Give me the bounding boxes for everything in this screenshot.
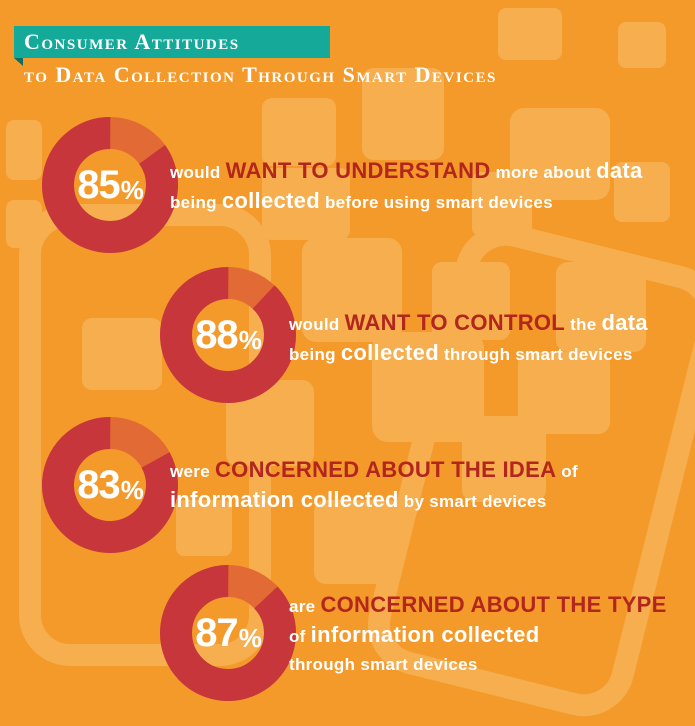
basketball-icon	[6, 120, 42, 180]
stat-text-segment: before using smart devices	[319, 193, 553, 212]
percentage-value: 88	[195, 312, 238, 357]
stat-text-segment: were	[170, 462, 215, 481]
envelope-icon	[518, 352, 610, 434]
donut-chart-idea: 83%	[40, 415, 180, 555]
stat-emphasis: CONCERNED ABOUT THE IDEA	[214, 457, 557, 482]
stat-line: are CONCERNED ABOUT THE TYPE	[289, 590, 667, 620]
camera-icon	[82, 318, 162, 390]
credit-card-icon	[498, 8, 562, 60]
stat-text-segment: through smart devices	[289, 655, 478, 674]
donut-svg	[160, 565, 296, 701]
stat-text-segment: being	[289, 345, 341, 364]
stat-text-segment: through smart devices	[438, 345, 633, 364]
stat-text-segment: being	[170, 193, 222, 212]
stat-line: of information collected	[289, 620, 667, 650]
photos-icon	[462, 416, 546, 502]
stat-text-segment: data	[596, 158, 643, 183]
stat-text-idea: were CONCERNED ABOUT THE IDEA of informat…	[170, 455, 578, 515]
stat-text-segment: are	[289, 597, 321, 616]
percentage-value: 83	[77, 462, 120, 507]
stat-text-segment: information collected	[170, 487, 399, 512]
stat-text-segment: collected	[221, 188, 320, 213]
stat-text-segment: collected	[340, 340, 439, 365]
donut-svg	[42, 117, 178, 253]
stat-emphasis: WANT TO CONTROL	[344, 310, 566, 335]
donut-chart-control: 88%	[158, 265, 298, 405]
basket-icon	[618, 22, 666, 68]
page-subtitle: to Data Collection Through Smart Devices	[24, 62, 497, 87]
stat-text-segment: would	[289, 315, 345, 334]
stat-text-understand: would WANT TO UNDERSTAND more about data…	[170, 156, 643, 216]
stat-text-segment: data	[601, 310, 648, 335]
percentage-label: 85%	[40, 115, 180, 255]
lock-icon	[262, 98, 336, 166]
percentage-label: 88%	[158, 265, 298, 405]
stat-text-segment: would	[170, 163, 226, 182]
percent-sign: %	[120, 474, 144, 505]
stat-text-segment: of	[289, 627, 311, 646]
stat-line: being collected through smart devices	[289, 338, 648, 368]
phone-outline-right	[367, 223, 695, 717]
donut-chart-type: 87%	[158, 563, 298, 703]
utensils-icon	[614, 162, 670, 222]
user-icon	[362, 68, 444, 160]
stat-line: information collected by smart devices	[170, 485, 578, 515]
percent-sign: %	[120, 174, 144, 205]
stat-text-type: are CONCERNED ABOUT THE TYPE of informati…	[289, 590, 667, 680]
stat-emphasis: WANT TO UNDERSTAND	[225, 158, 491, 183]
donut-svg	[160, 267, 296, 403]
stat-text-segment: the	[565, 315, 602, 334]
stat-text-segment: by smart devices	[398, 492, 547, 511]
cloud-upload-icon	[302, 238, 402, 342]
donut-chart-understand: 85%	[40, 115, 180, 255]
stat-text-control: would WANT TO CONTROL the data being coll…	[289, 308, 648, 368]
stat-line: would WANT TO UNDERSTAND more about data	[170, 156, 643, 186]
airplane-icon	[432, 262, 510, 340]
percent-sign: %	[238, 324, 262, 355]
title-banner	[14, 26, 330, 66]
headphones-icon	[372, 332, 484, 442]
percentage-label: 83%	[40, 415, 180, 555]
shopping-cart-icon	[472, 172, 532, 236]
percentage-label: 87%	[158, 563, 298, 703]
globe-icon	[314, 500, 400, 584]
music-note-icon	[226, 380, 314, 466]
cloud-sync-icon	[556, 262, 646, 352]
monitor-icon	[262, 168, 350, 240]
donut-value-slice	[42, 417, 178, 553]
chat-bubble-icon	[510, 108, 610, 200]
page-title: Consumer Attitudes	[24, 29, 240, 54]
stat-line: were CONCERNED ABOUT THE IDEA of	[170, 455, 578, 485]
percentage-value: 87	[195, 610, 238, 655]
donut-svg	[42, 417, 178, 553]
stat-line: being collected before using smart devic…	[170, 186, 643, 216]
stat-text-segment: information collected	[310, 622, 540, 647]
stat-emphasis: CONCERNED ABOUT THE TYPE	[320, 592, 667, 617]
stat-text-segment: more about	[490, 163, 597, 182]
percentage-value: 85	[77, 162, 120, 207]
percent-sign: %	[238, 622, 262, 653]
stat-text-segment: of	[556, 462, 578, 481]
bar-chart-icon	[176, 500, 232, 556]
stat-line: through smart devices	[289, 650, 667, 680]
gear-icon	[6, 200, 42, 248]
donut-value-slice	[160, 565, 296, 701]
stat-line: would WANT TO CONTROL the data	[289, 308, 648, 338]
